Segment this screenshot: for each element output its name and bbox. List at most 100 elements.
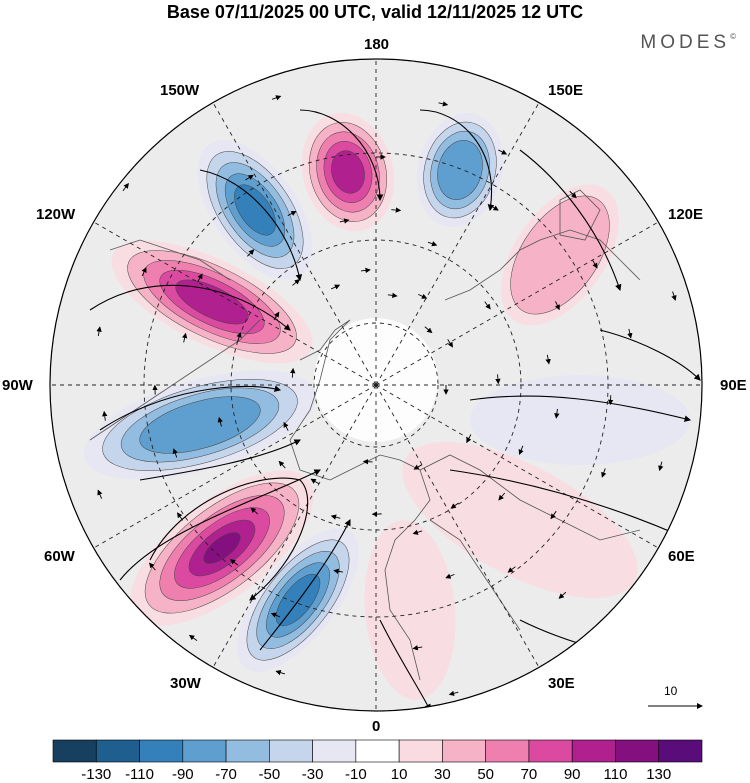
wind-arrow	[331, 284, 341, 290]
wind-arrow	[339, 218, 350, 224]
wind-arrow	[412, 529, 423, 535]
positive-center-bering	[301, 112, 395, 232]
colorbar-swatch	[139, 739, 184, 763]
wind-arrow	[424, 326, 433, 334]
meridian-line	[210, 98, 377, 386]
wind-arrow	[558, 591, 567, 599]
wind-arrow	[412, 645, 423, 651]
wind-arrow	[387, 292, 398, 299]
wind-arrow	[592, 259, 598, 269]
lon-label-60e: 60E	[668, 548, 695, 565]
wind-arrow	[448, 690, 459, 696]
wind-arrow	[97, 489, 103, 499]
wind-arrow	[177, 512, 184, 521]
streamline	[379, 619, 431, 711]
colorbar-tick-label: 30	[434, 766, 451, 783]
colorbar-tick-label: 110	[604, 766, 628, 783]
negative-center-east-pacific	[197, 140, 313, 280]
lon-label-90e: 90E	[720, 377, 747, 394]
anomaly-contour	[203, 532, 241, 564]
lon-label-0: 0	[372, 718, 381, 735]
streamline	[299, 109, 384, 202]
negative-center-canada	[83, 370, 317, 480]
map-disk	[50, 59, 702, 711]
wind-reference-label: 10	[664, 684, 678, 698]
colorbar-swatch	[269, 739, 313, 763]
wind-arrow	[671, 291, 677, 301]
wind-arrow	[445, 573, 455, 579]
wind-arrow	[658, 461, 664, 472]
wind-arrow	[141, 266, 147, 277]
wind-arrow	[507, 566, 516, 573]
wind-arrow	[391, 207, 402, 213]
positive-center-siberia	[501, 184, 619, 326]
meridian-line	[375, 98, 542, 386]
wind-arrow	[498, 492, 506, 501]
lon-label-90w: 90W	[2, 377, 33, 394]
wind-arrow	[438, 101, 449, 107]
streamline	[469, 395, 692, 422]
streamline	[119, 469, 321, 581]
wind-arrow	[236, 331, 242, 342]
wind-arrow	[250, 507, 259, 515]
meridian-line	[375, 384, 542, 672]
lon-label-120w: 120W	[36, 206, 76, 223]
wind-arrow	[498, 149, 508, 155]
wind-arrow	[96, 326, 102, 337]
streamline	[199, 169, 303, 282]
colorbar-swatch	[528, 739, 573, 763]
colorbar-swatch	[312, 739, 357, 763]
wind-arrow	[601, 468, 607, 478]
pole-region	[314, 318, 438, 442]
wind-arrow	[283, 421, 289, 431]
streamline	[139, 439, 301, 481]
colorbar-swatch	[225, 739, 270, 763]
wind-arrow	[427, 241, 438, 247]
anomaly-fields	[83, 112, 690, 700]
colorbar-tick-label: -110	[125, 766, 154, 783]
wind-arrow	[275, 670, 286, 676]
meridian-line	[89, 384, 377, 551]
negative-center-kamchatka	[416, 112, 504, 228]
anomaly-contour	[364, 520, 456, 700]
anomaly-contour	[470, 375, 690, 465]
anomaly-contour	[437, 140, 483, 200]
meridian-line	[210, 384, 377, 672]
anomaly-contour	[175, 279, 249, 325]
wind-arrow	[554, 301, 560, 311]
lon-label-30w: 30W	[170, 675, 201, 692]
colorbar-tick-label: -50	[258, 766, 280, 783]
colorbar-swatch	[571, 739, 616, 763]
wind-arrow	[413, 464, 423, 470]
anomaly-contour	[331, 150, 365, 194]
anomaly-background-lobe	[364, 520, 456, 700]
lon-label-120e: 120E	[668, 206, 704, 223]
wind-arrow	[271, 95, 282, 101]
wind-arrow	[360, 267, 371, 274]
colorbar-tick-label: -30	[302, 766, 324, 783]
colorbar-tick-label: -10	[345, 766, 367, 783]
brand-logo: MODES©	[640, 32, 736, 54]
colorbar-swatch	[52, 739, 97, 763]
wind-arrow	[197, 273, 203, 283]
wind-arrow	[484, 301, 491, 310]
wind-arrow	[229, 559, 239, 566]
colorbar-tick-label: 50	[477, 766, 494, 783]
colorbar-swatch	[442, 739, 486, 763]
meridian-line	[375, 384, 663, 551]
wind-arrow	[627, 328, 633, 339]
graticule	[50, 59, 702, 711]
streamline	[599, 329, 701, 381]
colorbar-tick-label: 10	[391, 766, 408, 783]
wind-streamlines	[89, 95, 701, 711]
wind-arrow	[545, 354, 551, 365]
colorbar-tick-label: 130	[646, 766, 671, 783]
map-border	[49, 58, 703, 712]
lon-label-150e: 150E	[548, 82, 584, 99]
colorbar-swatch	[182, 739, 227, 763]
wind-arrow	[182, 332, 188, 343]
wind-arrow	[245, 174, 254, 181]
streamline	[259, 519, 351, 651]
